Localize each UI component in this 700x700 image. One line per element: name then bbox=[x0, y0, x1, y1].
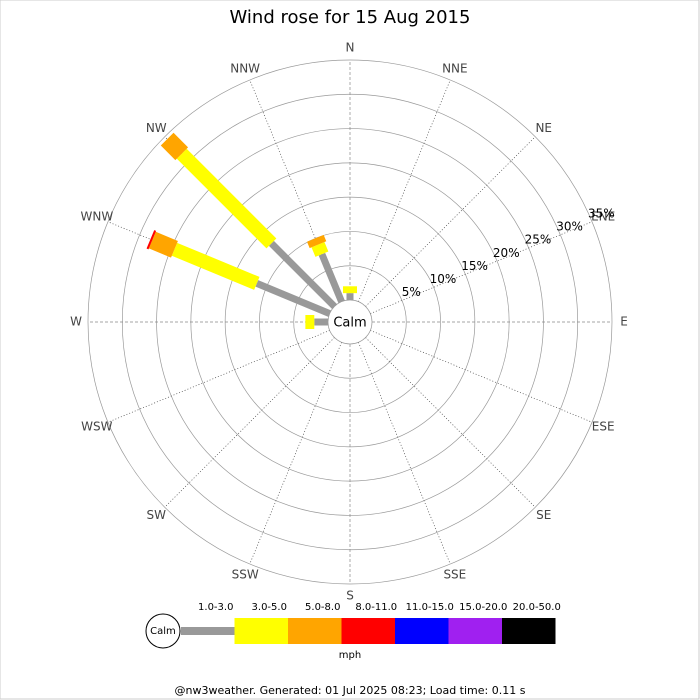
direction-label: NW bbox=[146, 121, 167, 135]
direction-spoke bbox=[358, 342, 451, 565]
r-tick-label: 5% bbox=[402, 285, 421, 299]
direction-label: ESE bbox=[592, 419, 615, 433]
legend-label: 3.0-5.0 bbox=[252, 602, 287, 613]
direction-label: ENE bbox=[591, 210, 615, 224]
direction-label: W bbox=[70, 315, 82, 329]
calm-circle bbox=[327, 299, 373, 345]
bar-segment bbox=[176, 148, 277, 249]
legend-swatch bbox=[234, 618, 288, 644]
direction-label: SW bbox=[147, 508, 167, 522]
ring bbox=[293, 265, 407, 379]
bar-segment bbox=[160, 132, 189, 161]
direction-label: S bbox=[346, 589, 354, 603]
direction-spoke bbox=[358, 79, 451, 302]
chart-title: Wind rose for 15 Aug 2015 bbox=[230, 7, 471, 28]
legend-label: 5.0-8.0 bbox=[305, 602, 340, 613]
r-tick-label: 10% bbox=[430, 272, 457, 286]
bar-segment bbox=[311, 241, 329, 257]
bar-segment bbox=[148, 231, 178, 258]
bar-segment bbox=[307, 234, 327, 249]
r-tick-label: 25% bbox=[525, 233, 552, 247]
direction-label: NNW bbox=[230, 61, 260, 75]
direction-spoke bbox=[365, 136, 536, 307]
legend-swatch bbox=[395, 618, 449, 644]
direction-label: NNE bbox=[442, 61, 468, 75]
direction-label: NE bbox=[535, 121, 552, 135]
unit-label: mph bbox=[339, 650, 361, 661]
direction-label: SE bbox=[536, 508, 551, 522]
bar-segment bbox=[346, 293, 354, 300]
bar-segment bbox=[255, 280, 332, 317]
legend-label: 8.0-11.0 bbox=[355, 602, 397, 613]
ring bbox=[87, 59, 613, 585]
legend-swatch bbox=[341, 618, 395, 644]
direction-label: SSW bbox=[232, 568, 259, 582]
footer: @nw3weather. Generated: 01 Jul 2025 08:2… bbox=[175, 684, 526, 697]
r-tick-label: 20% bbox=[493, 246, 520, 260]
legend-label: 1.0-3.0 bbox=[198, 602, 233, 613]
direction-label: WSW bbox=[81, 419, 112, 433]
legend-calm bbox=[145, 613, 181, 649]
legend-label: 15.0-20.0 bbox=[459, 602, 507, 613]
direction-spoke bbox=[365, 337, 536, 508]
legend-calm-label: Calm bbox=[150, 626, 176, 637]
legend-swatch bbox=[448, 618, 502, 644]
bar-segment bbox=[268, 240, 337, 309]
direction-spoke bbox=[370, 330, 593, 423]
direction-spoke bbox=[164, 337, 335, 508]
legend-swatch bbox=[502, 618, 556, 644]
bar-segment bbox=[314, 318, 328, 326]
direction-label: WNW bbox=[80, 210, 113, 224]
calm-label: Calm bbox=[333, 316, 366, 331]
legend-swatch bbox=[181, 627, 235, 635]
bar-segment bbox=[146, 230, 157, 250]
direction-spoke bbox=[107, 330, 330, 423]
legend-label: 20.0-50.0 bbox=[513, 602, 561, 613]
direction-label: SSE bbox=[443, 568, 466, 582]
r-tick-label: 15% bbox=[461, 259, 488, 273]
direction-label: E bbox=[620, 315, 628, 329]
legend-label: 11.0-15.0 bbox=[406, 602, 454, 613]
direction-spoke bbox=[249, 342, 342, 565]
r-tick-label: 30% bbox=[556, 220, 583, 234]
bar-segment bbox=[318, 252, 345, 304]
bar-segment bbox=[171, 242, 260, 290]
legend-swatch bbox=[288, 618, 342, 644]
bar-segment bbox=[343, 286, 357, 294]
bar-segment bbox=[305, 315, 315, 329]
direction-spoke bbox=[370, 221, 593, 314]
r-tick-label: 35% bbox=[588, 206, 615, 220]
ring bbox=[259, 231, 441, 413]
direction-label: N bbox=[346, 41, 355, 55]
